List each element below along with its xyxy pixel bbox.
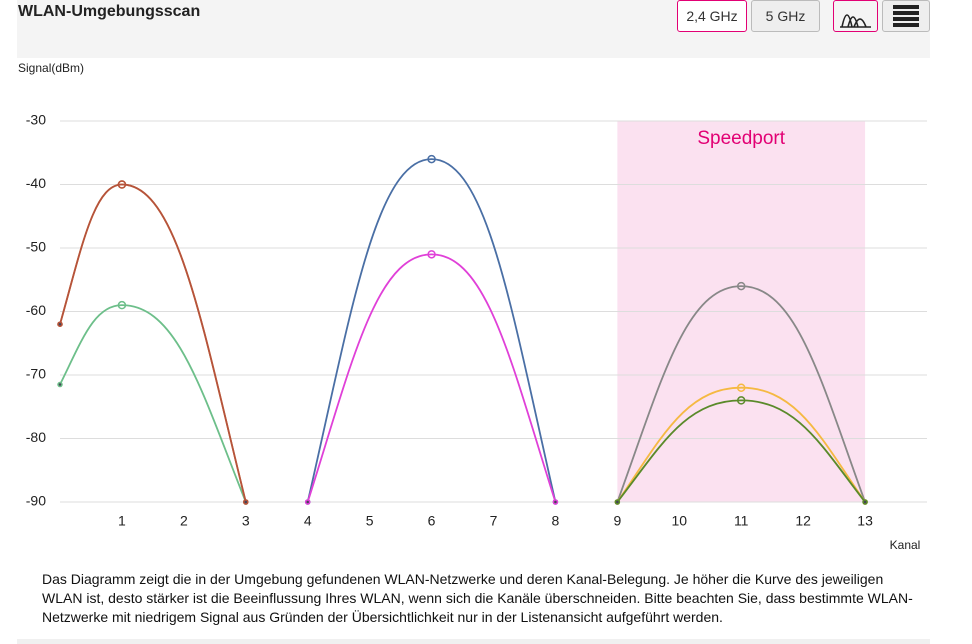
x-tick-label: 9 — [613, 513, 621, 529]
band-button[interactable]: 2,4 GHz — [677, 0, 747, 32]
signal-curve — [616, 399, 866, 503]
end-marker — [57, 321, 63, 327]
chart-view-button[interactable] — [833, 0, 878, 32]
peak-marker — [736, 383, 746, 392]
peak-marker — [427, 250, 436, 259]
list-view-button[interactable] — [882, 0, 930, 32]
y-tick-label: -60 — [26, 302, 46, 318]
x-tick-label: 7 — [490, 513, 498, 529]
y-tick-label: -90 — [26, 493, 46, 509]
y-tick-label: -40 — [26, 175, 46, 191]
x-tick-label: 3 — [242, 513, 250, 529]
x-tick-label: 11 — [734, 513, 749, 529]
list-icon — [893, 5, 919, 27]
chart-icon — [840, 14, 871, 28]
x-tick-label: 1 — [118, 513, 126, 529]
x-tick-label: 8 — [552, 513, 560, 529]
peak-marker — [736, 396, 746, 405]
x-tick-label: 5 — [366, 513, 374, 529]
peak-marker — [736, 281, 746, 291]
end-marker — [614, 499, 621, 505]
description: Das Diagramm zeigt die in der Umgebung g… — [42, 571, 913, 625]
x-tick-label: 12 — [795, 513, 811, 529]
signal-curve — [616, 386, 866, 503]
x-tick-label: 13 — [857, 513, 873, 529]
end-marker — [243, 499, 249, 505]
signal-curve — [306, 158, 557, 503]
y-tick-label: -50 — [26, 239, 46, 255]
y-tick-label: -80 — [26, 429, 46, 445]
band-button[interactable]: 5 GHz — [751, 0, 820, 32]
peak-marker — [117, 300, 127, 310]
x-tick-label: 10 — [671, 513, 687, 529]
y-axis-label: Signal(dBm) — [18, 61, 84, 75]
signal-curve — [59, 183, 247, 503]
x-axis-label: Kanal — [890, 538, 921, 552]
end-marker — [57, 381, 63, 388]
x-tick-label: 6 — [428, 513, 436, 529]
signal-curve — [59, 183, 247, 503]
y-tick-label: -70 — [26, 366, 46, 382]
x-tick-label: 4 — [304, 513, 312, 529]
signal-curve — [616, 285, 866, 503]
peak-marker — [117, 180, 127, 189]
page-title: WLAN-Umgebungsscan — [18, 3, 201, 20]
signal-curve — [59, 304, 247, 503]
y-tick-label: -30 — [26, 112, 46, 128]
end-marker — [304, 499, 311, 505]
footer-bar — [17, 639, 930, 644]
signal-curve — [306, 253, 557, 503]
peak-marker — [427, 154, 436, 164]
highlight-label: Speedport — [697, 128, 785, 149]
end-marker — [862, 499, 868, 505]
end-marker — [552, 499, 559, 505]
header: WLAN-Umgebungsscan 2,4 GHz 5 GHz — [17, 0, 930, 58]
x-tick-label: 2 — [180, 513, 188, 529]
